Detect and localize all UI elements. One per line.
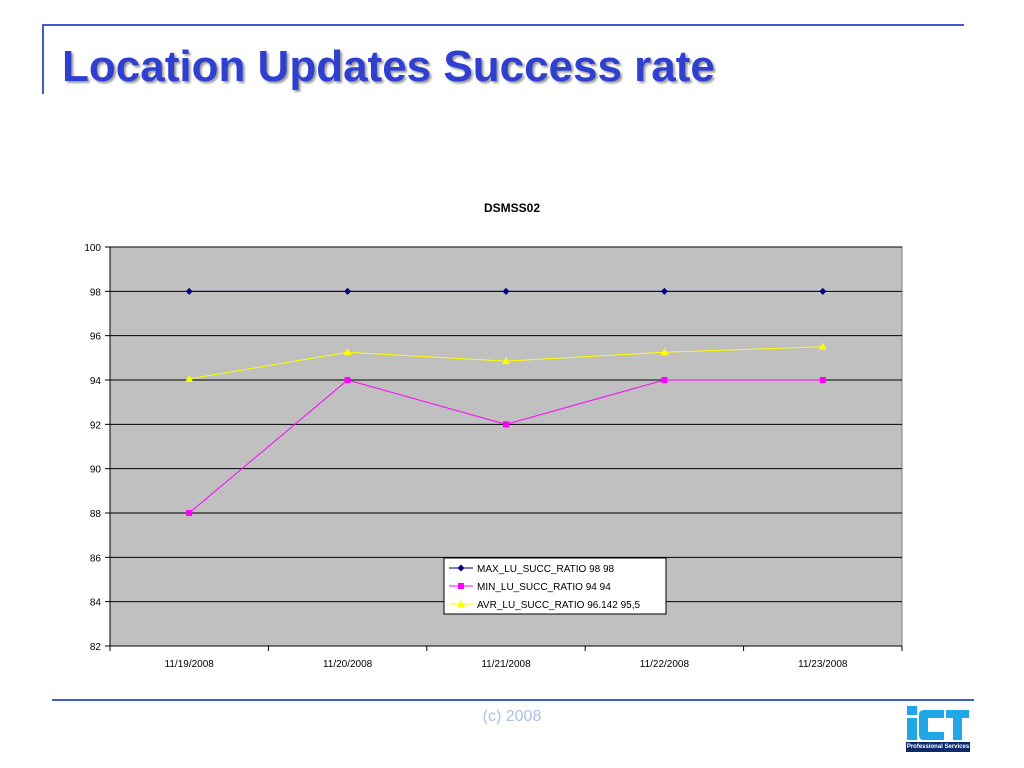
legend-marker — [458, 583, 464, 589]
data-point-series-3 — [185, 374, 194, 382]
data-point-series-3 — [502, 357, 510, 365]
y-tick-label: 82 — [90, 642, 102, 653]
legend-marker — [457, 564, 465, 572]
ict-logo-mark — [907, 706, 969, 740]
y-tick-label: 84 — [90, 598, 102, 609]
y-tick-label: 90 — [90, 465, 102, 476]
logo-tagline: Professional Services — [906, 742, 970, 752]
legend-label: MIN_LU_SUCC_RATIO 94 94 — [477, 582, 611, 593]
copyright-text: (c) 2008 — [482, 708, 542, 725]
data-point-series-3 — [818, 342, 827, 350]
title-left-rule — [42, 24, 44, 94]
title-top-rule — [42, 24, 964, 26]
y-tick-label: 86 — [90, 553, 102, 564]
data-point-series-2 — [661, 377, 668, 383]
data-point-series-3 — [660, 348, 669, 356]
data-point-series-1 — [819, 287, 827, 295]
slide-title: Location Updates Success rate — [62, 42, 715, 91]
data-point-series-2 — [503, 421, 509, 428]
data-point-series-2 — [186, 510, 193, 516]
y-tick-label: 94 — [90, 376, 102, 387]
data-point-series-1 — [344, 287, 352, 295]
ict-logo: Professional Services — [906, 704, 970, 752]
data-point-series-1 — [185, 287, 193, 295]
x-tick-label: 11/20/2008 — [323, 659, 373, 670]
y-tick-label: 98 — [90, 287, 102, 298]
y-tick-label: 96 — [90, 332, 102, 343]
y-tick-label: 92 — [90, 420, 102, 431]
data-point-series-2 — [819, 377, 826, 383]
legend-label: MAX_LU_SUCC_RATIO 98 98 — [477, 564, 615, 575]
y-tick-label: 88 — [90, 509, 102, 520]
data-point-series-3 — [343, 348, 352, 356]
x-tick-label: 11/22/2008 — [640, 659, 690, 670]
x-tick-label: 11/21/2008 — [481, 659, 531, 670]
footer-rule — [52, 699, 974, 701]
x-tick-label: 11/19/2008 — [165, 659, 215, 670]
legend-label: AVR_LU_SUCC_RATIO 96.142 95,5 — [477, 600, 640, 611]
data-point-series-1 — [660, 287, 668, 295]
data-point-series-2 — [344, 377, 351, 383]
y-tick-label: 100 — [84, 243, 101, 254]
legend-marker — [457, 600, 465, 607]
legend-box — [443, 557, 667, 615]
x-tick-label: 11/23/2008 — [798, 659, 848, 670]
data-point-series-1 — [502, 287, 510, 295]
chart-title: DSMSS02 — [484, 201, 540, 215]
line-chart: DSMSS02 82 84 86 88 90 92 94 96 98 100 11/19/2008 11… — [84, 201, 903, 670]
